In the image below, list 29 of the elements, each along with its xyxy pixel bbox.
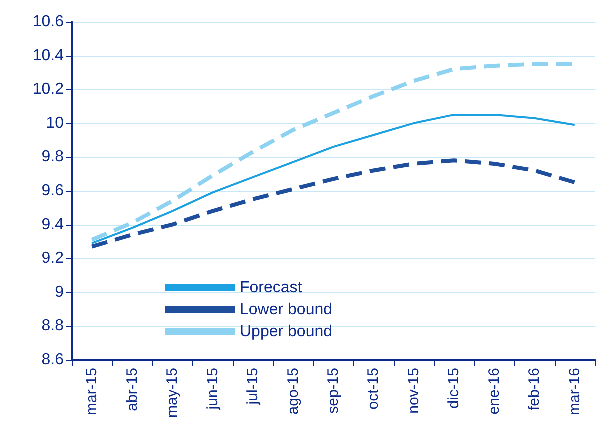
line-series: [91, 114, 576, 244]
y-tick-label: 9: [55, 284, 64, 301]
x-tick-label: nov-15: [405, 368, 422, 414]
y-tick-label: 9.4: [42, 216, 64, 234]
legend-label: Lower bound: [240, 302, 333, 318]
y-tick-label: 8.8: [42, 318, 64, 335]
y-tick-label: 9.8: [42, 148, 64, 166]
x-tick-label: ene-16: [486, 368, 503, 415]
legend-label: Upper bound: [240, 324, 333, 340]
x-tick-label: may-15: [164, 368, 182, 418]
x-tick-label: mar-16: [566, 368, 584, 416]
y-tick-label: 9.6: [42, 182, 64, 200]
x-tick-label: abr-15: [124, 368, 141, 412]
x-tick-label: feb-16: [526, 368, 544, 411]
y-tick-label: 10: [46, 114, 64, 132]
x-tick-label: ago-15: [284, 368, 302, 415]
x-tick-label: jul-15: [244, 368, 262, 406]
y-tick-label: 9.2: [42, 250, 64, 268]
x-tick-label: sep-15: [325, 368, 342, 414]
x-tick-label: jun-15: [204, 368, 222, 411]
y-tick-label: 10.4: [32, 47, 64, 64]
y-tick-label: 10.6: [32, 14, 64, 30]
y-tick-label: 8.6: [42, 352, 64, 368]
line-series: [90, 158, 577, 249]
y-tick-label: 10.2: [32, 81, 64, 98]
x-tick-label: oct-15: [365, 368, 382, 410]
legend-label: Forecast: [240, 280, 303, 296]
x-tick-label: mar-15: [84, 368, 101, 416]
x-tick-label: dic-15: [446, 368, 463, 409]
